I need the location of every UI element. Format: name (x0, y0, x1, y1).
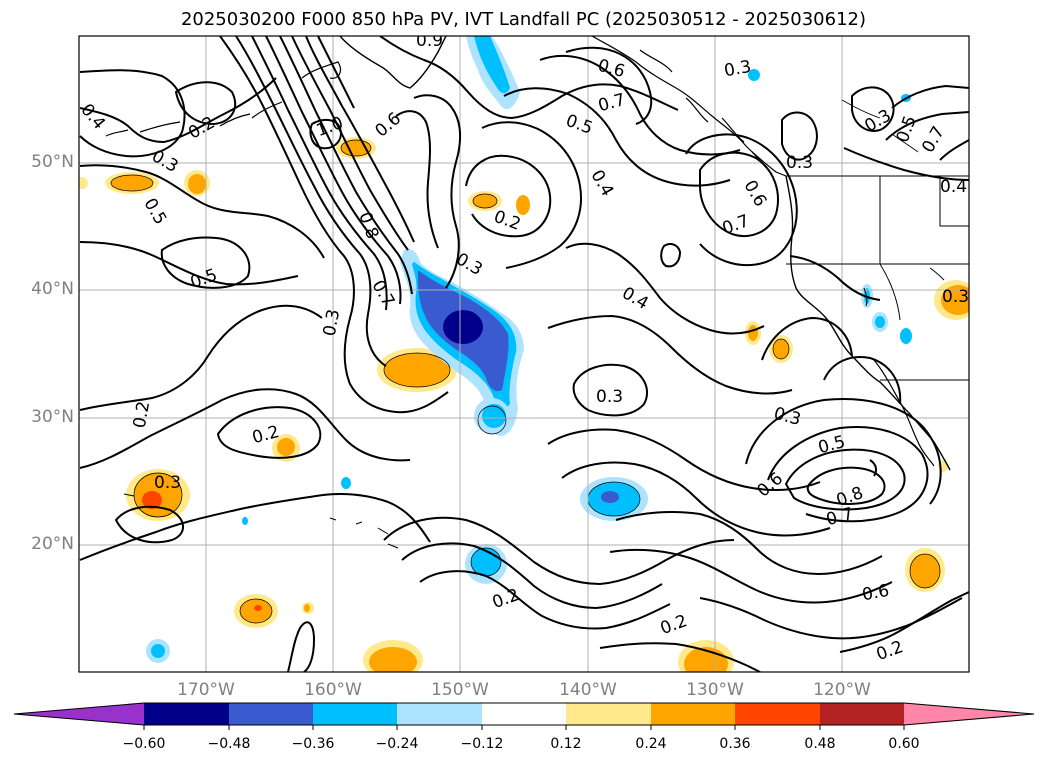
colorbar-tick-label: 0.48 (804, 736, 836, 752)
lat-label-40n: 40°N (31, 279, 74, 299)
lon-label-150w: 150°W (431, 680, 489, 700)
colorbar-tick-label: −0.60 (122, 736, 166, 752)
contour-label: 0.3 (596, 387, 623, 407)
contour-label: 0.6 (861, 581, 891, 605)
contour-label: 0.3 (723, 57, 753, 81)
lon-label-120w: 120°W (813, 680, 871, 700)
colorbar-segment (144, 703, 229, 725)
colorbar-tick-label: −0.36 (291, 736, 335, 752)
lat-label-20n: 20°N (31, 534, 74, 554)
contour-label: 0.3 (320, 308, 344, 338)
anomaly-outlines (110, 139, 941, 624)
lon-label-160w: 160°W (304, 680, 362, 700)
colorbar-tick-label: 0.60 (888, 736, 920, 752)
colorbar-segment (313, 703, 397, 725)
colorbar-segment (820, 703, 904, 725)
contour-label: 0.2 (130, 400, 154, 430)
map-frame (78, 35, 970, 673)
contour-label: 0.3 (786, 153, 813, 173)
colorbar-tick-label: 0.36 (719, 736, 751, 752)
graticule (79, 36, 969, 672)
colorbar-segment (229, 703, 313, 725)
colorbar-tick-label: −0.12 (460, 736, 504, 752)
map-plot: 0.4 0.2 0.3 0.5 1.0 0.6 0.9 0.6 0.7 0.5 … (79, 31, 969, 672)
colorbar-segment (651, 703, 735, 725)
contour-label: 0.3 (942, 287, 969, 307)
colorbar-tick-label: −0.24 (375, 736, 419, 752)
lon-label-140w: 140°W (559, 680, 617, 700)
colorbar-left-extension (14, 703, 144, 725)
colorbar-tick-label: −0.48 (207, 736, 251, 752)
lat-label-30n: 30°N (31, 407, 74, 427)
contour-label: 0.3 (154, 473, 181, 493)
lon-label-130w: 130°W (686, 680, 744, 700)
colorbar (13, 702, 1035, 730)
contour-label: 0.4 (940, 177, 967, 197)
colorbar-segment (482, 703, 566, 725)
lon-label-170w: 170°W (177, 680, 235, 700)
warm-anomaly-fills (79, 137, 969, 672)
colorbar-tick-label: 0.12 (550, 736, 582, 752)
map-title: 2025030200 F000 850 hPa PV, IVT Landfall… (180, 9, 867, 30)
pv-contours (79, 36, 969, 672)
colorbar-right-extension (904, 703, 1034, 725)
cool-anomaly-fills (146, 36, 912, 663)
colorbar-segment (566, 703, 651, 725)
colorbar-segment (397, 703, 482, 725)
colorbar-segment (735, 703, 820, 725)
colorbar-tick-label: 0.24 (635, 736, 667, 752)
lat-label-50n: 50°N (31, 152, 74, 172)
contour-label: 0.9 (416, 31, 443, 51)
